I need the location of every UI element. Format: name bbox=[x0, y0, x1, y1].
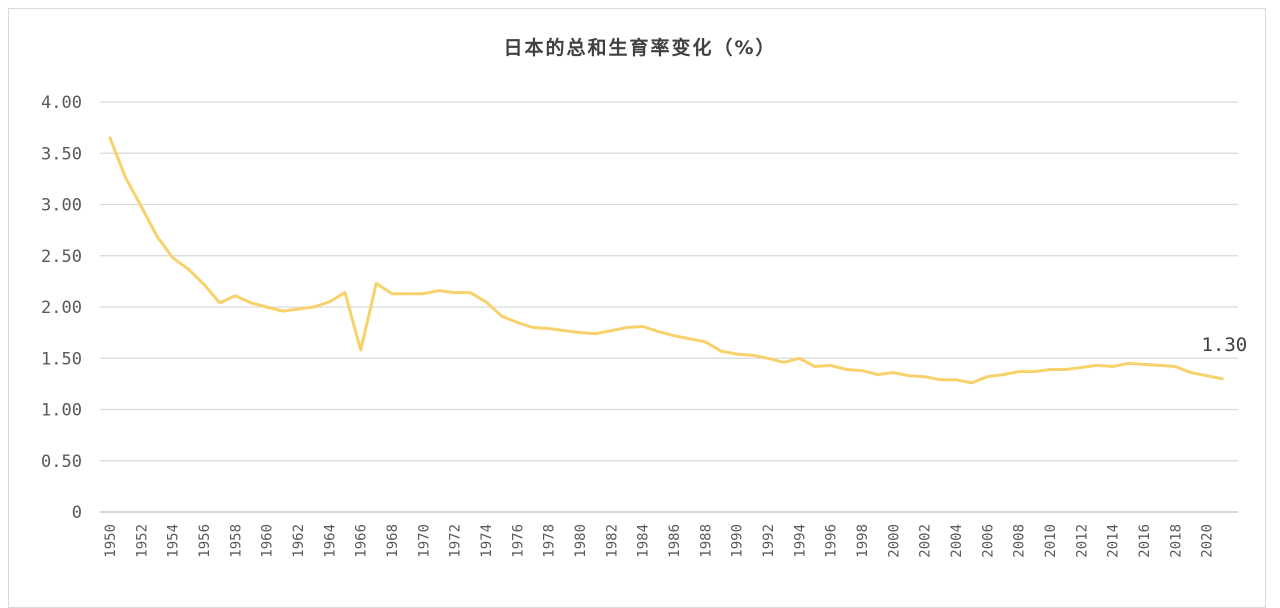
x-tick-label: 1972 bbox=[448, 524, 464, 558]
x-tick-label: 2010 bbox=[1043, 524, 1059, 558]
gridlines bbox=[100, 101, 1238, 513]
x-tick-label: 1984 bbox=[636, 524, 652, 558]
x-tick-label: 2016 bbox=[1137, 524, 1153, 558]
x-tick-label: 1976 bbox=[510, 524, 526, 558]
series-line-0 bbox=[108, 136, 1224, 385]
x-tick-label: 1952 bbox=[134, 524, 150, 558]
line-chart: 00.501.001.502.002.503.003.504.00 1950 19… bbox=[41, 93, 1247, 558]
y-tick-label: 4.00 bbox=[41, 93, 82, 113]
x-tick-label: 1956 bbox=[197, 524, 213, 558]
x-tick-label: 1968 bbox=[385, 524, 401, 558]
y-tick-label: 3.50 bbox=[41, 144, 82, 164]
x-tick-label: 2000 bbox=[886, 524, 902, 558]
x-tick-label: 1964 bbox=[322, 524, 338, 558]
x-axis-ticks: 1950 1952 1954 1956 1958 1960 1962 1964 1966 1968… bbox=[103, 524, 1216, 558]
x-tick-label: 2006 bbox=[980, 524, 996, 558]
x-tick-label: 1988 bbox=[698, 524, 714, 558]
x-tick-label: 2014 bbox=[1106, 524, 1122, 558]
series-group bbox=[108, 136, 1224, 385]
y-tick-label: 1.50 bbox=[41, 349, 82, 369]
x-tick-label: 1960 bbox=[260, 524, 276, 558]
x-tick-label: 1996 bbox=[824, 524, 840, 558]
x-tick-label: 1950 bbox=[103, 524, 119, 558]
y-axis-ticks: 0 0.50 1.00 1.50 2.00 2.50 3.00 3.50 4.00 bbox=[41, 93, 82, 523]
x-tick-label: 2012 bbox=[1074, 524, 1090, 558]
chart-title: 日本的总和生育率变化（%） bbox=[503, 37, 777, 59]
x-tick-label: 2018 bbox=[1168, 524, 1184, 558]
x-tick-label: 1998 bbox=[855, 524, 871, 558]
y-tick-label: 2.00 bbox=[41, 298, 82, 318]
x-tick-label: 1970 bbox=[416, 524, 432, 558]
chart-frame bbox=[8, 8, 1266, 608]
x-tick-label: 1992 bbox=[761, 524, 777, 558]
y-tick-label: 1.00 bbox=[41, 401, 82, 421]
x-tick-label: 1980 bbox=[573, 524, 589, 558]
x-tick-label: 1982 bbox=[604, 524, 620, 558]
x-tick-label: 2002 bbox=[918, 524, 934, 558]
x-tick-label: 1978 bbox=[542, 524, 558, 558]
x-tick-label: 1986 bbox=[667, 524, 683, 558]
y-tick-label: 3.00 bbox=[41, 196, 82, 216]
data-labels: 1.30 bbox=[1201, 334, 1247, 356]
x-tick-label: 2004 bbox=[949, 524, 965, 558]
x-tick-label: 1974 bbox=[479, 524, 495, 558]
x-tick-label: 1958 bbox=[228, 524, 244, 558]
y-tick-label: 0 bbox=[72, 503, 82, 523]
x-tick-label: 2020 bbox=[1200, 524, 1216, 558]
x-tick-label: 2008 bbox=[1012, 524, 1028, 558]
y-tick-label: 0.50 bbox=[41, 452, 82, 472]
x-tick-label: 1966 bbox=[354, 524, 370, 558]
x-tick-label: 1994 bbox=[792, 524, 808, 558]
y-tick-label: 2.50 bbox=[41, 247, 82, 267]
x-tick-label: 1954 bbox=[166, 524, 182, 558]
x-tick-label: 1962 bbox=[291, 524, 307, 558]
end-value-label: 1.30 bbox=[1201, 334, 1247, 356]
x-tick-label: 1990 bbox=[730, 524, 746, 558]
